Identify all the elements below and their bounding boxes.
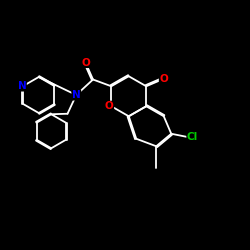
Text: Cl: Cl	[187, 132, 198, 142]
Text: O: O	[81, 58, 90, 68]
Text: O: O	[105, 101, 114, 111]
Text: N: N	[18, 81, 26, 91]
Text: O: O	[160, 74, 168, 84]
Text: N: N	[72, 90, 80, 100]
